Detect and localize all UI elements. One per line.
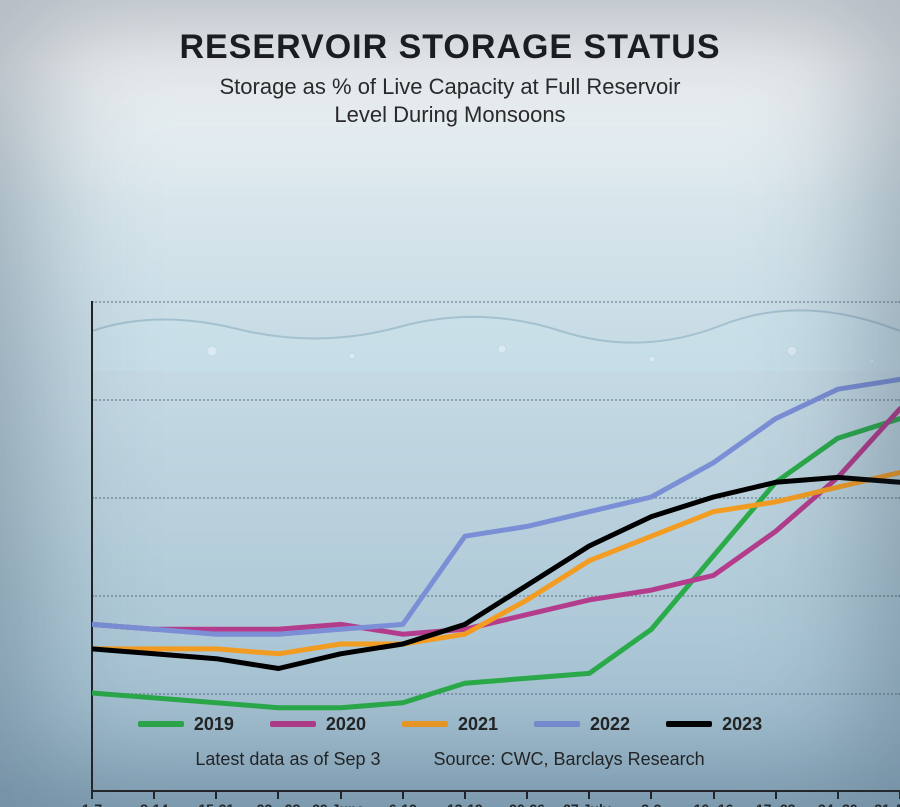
y-tick-label: 20 — [0, 683, 80, 704]
x-tick-mark — [775, 791, 777, 799]
chart-container: RESERVOIR STORAGE STATUS Storage as % of… — [0, 0, 900, 807]
x-tick-mark — [215, 791, 217, 799]
legend-label: 2023 — [722, 714, 762, 735]
x-tick-label: 13-19July — [435, 801, 495, 807]
series-2023 — [92, 477, 900, 668]
legend-item-2019: 2019 — [138, 714, 234, 735]
x-tick-label: 20-26July — [497, 801, 557, 807]
x-tick-mark — [340, 791, 342, 799]
x-tick-label: 17- 23Aug — [746, 801, 806, 807]
series-2019 — [92, 419, 900, 708]
legend-label: 2021 — [458, 714, 498, 735]
x-tick-mark — [713, 791, 715, 799]
y-tick-label: 40 — [0, 585, 80, 606]
legend-label: 2019 — [194, 714, 234, 735]
legend-item-2020: 2020 — [270, 714, 366, 735]
legend-item-2022: 2022 — [534, 714, 630, 735]
series-2020 — [92, 409, 900, 634]
x-tick-mark — [526, 791, 528, 799]
x-tick-mark — [153, 791, 155, 799]
y-tick-label: 0 — [0, 781, 80, 802]
legend-item-2023: 2023 — [666, 714, 762, 735]
x-tick-label: 22 - 28June — [248, 801, 308, 807]
chart-subtitle: Storage as % of Live Capacity at Full Re… — [30, 73, 870, 128]
x-tick-label: 29 June-5 July — [311, 801, 371, 807]
legend-label: 2022 — [590, 714, 630, 735]
x-tick-mark — [402, 791, 404, 799]
subtitle-line-2: Level During Monsoons — [334, 102, 565, 127]
x-tick-label: 8-14June — [124, 801, 184, 807]
x-tick-mark — [464, 791, 466, 799]
series-2021 — [92, 473, 900, 654]
legend-swatch — [534, 721, 580, 727]
x-tick-mark — [837, 791, 839, 799]
legend-swatch — [666, 721, 712, 727]
series-2022 — [92, 379, 900, 634]
x-tick-label: 15-21June — [186, 801, 246, 807]
legend-label: 2020 — [326, 714, 366, 735]
footer-source: Source: CWC, Barclays Research — [434, 749, 705, 769]
footer-note: Latest data as of Sep 3 — [195, 749, 380, 769]
subtitle-line-1: Storage as % of Live Capacity at Full Re… — [220, 74, 681, 99]
legend-swatch — [138, 721, 184, 727]
legend-swatch — [402, 721, 448, 727]
legend-swatch — [270, 721, 316, 727]
x-tick-mark — [277, 791, 279, 799]
chart-footer: Latest data as of Sep 3 Source: CWC, Bar… — [0, 749, 900, 770]
y-tick-label: 100 — [0, 291, 80, 312]
y-tick-label: 80 — [0, 389, 80, 410]
x-tick-label: 6-12July — [373, 801, 433, 807]
x-tick-mark — [650, 791, 652, 799]
chart-title: RESERVOIR STORAGE STATUS — [30, 28, 870, 67]
y-tick-label: 60 — [0, 487, 80, 508]
x-tick-label: 24- 30Aug — [808, 801, 868, 807]
x-tick-label: 27 July-2 Aug — [559, 801, 619, 807]
legend-item-2021: 2021 — [402, 714, 498, 735]
x-tick-label: 31 Aug-6 Sep — [870, 801, 900, 807]
legend: 2019 2020 2021 2022 2023 — [0, 711, 900, 735]
x-tick-label: 1-7June — [62, 801, 122, 807]
x-tick-mark — [91, 791, 93, 799]
x-tick-mark — [588, 791, 590, 799]
x-tick-label: 3-9Aug — [621, 801, 681, 807]
x-tick-label: 10- 16Aug — [684, 801, 744, 807]
